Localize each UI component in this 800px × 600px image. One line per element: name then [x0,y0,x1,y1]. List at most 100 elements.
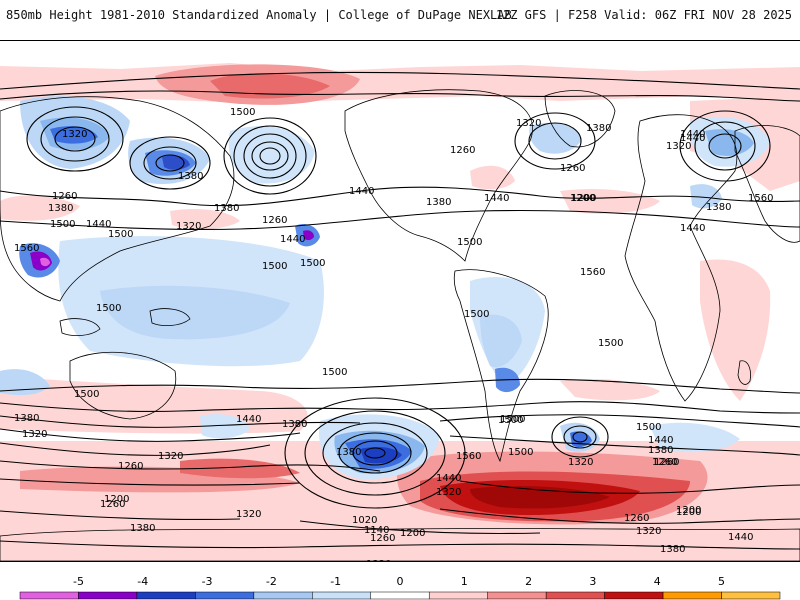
contour-label: 1500 [50,219,75,230]
colorbar-segment [136,591,196,600]
contour-label: 1320 [516,118,541,129]
map-frame: 1500 1320 1380 1260 1440 1320 1500 1380 … [0,40,800,562]
contour-label: 1200 [104,494,129,505]
contour-label: 1380 [178,171,203,182]
contour-label: 1320 [158,451,183,462]
colorbar-tick-label: -5 [73,575,84,588]
contour-label: 1020 [352,515,377,526]
contour-label: 1500 [262,261,287,272]
contour-label: 1560 [456,451,481,462]
antarctica-outline [0,528,800,561]
contour-label: 1440 [648,435,673,446]
contour-label: 1320 [236,509,261,520]
greenland-outline [544,90,616,148]
contour-label: 1500 [96,303,121,314]
colorbar-segment [428,591,488,600]
contour-label: 1200 [400,528,425,539]
contour-label: 1320 [666,141,691,152]
contour-label: 1200 [571,193,596,204]
contour-label: 1320 [22,429,47,440]
contour-label: 1260 [100,499,125,510]
contour-label: 1380 [48,203,73,214]
header: 850mb Height 1981-2010 Standardized Anom… [0,0,800,30]
contour-label: 1500 [508,447,533,458]
colorbar-tick-label: 1 [461,575,468,588]
contour-label: 1320 [62,129,87,140]
colorbar-segment [19,591,79,600]
colorbar-tick-label: 3 [589,575,596,588]
height-contours [0,71,800,550]
contour-label: 1500 [74,389,99,400]
contour-label: 1440 [484,193,509,204]
run-info: 12Z GFS | F258 Valid: 06Z FRI NOV 28 202… [495,8,792,22]
colorbar-tick-label: -2 [266,575,277,588]
contour-labels: 1500 1320 1380 1260 1440 1320 1500 1380 … [14,107,773,561]
colorbar-segment [662,591,722,600]
south-america-outline [453,269,549,463]
contour-label: 1440 [86,219,111,230]
anomaly-map: 1500 1320 1380 1260 1440 1320 1500 1380 … [0,41,800,561]
contour-label: 1260 [370,533,395,544]
contour-label: 1380 [426,197,451,208]
contour-label: 1260 [652,457,677,468]
contour-label: 1500 [500,414,525,425]
colorbar-segment [195,591,255,600]
contour-label: 1500 [598,338,623,349]
contour-label: 1380 [660,544,685,555]
contour-label: 1320 [436,487,461,498]
asia-outline [0,96,235,302]
contour-label: 1440 [280,234,305,245]
contour-label: 1380 [648,445,673,456]
contour-label: 1440 [349,186,374,197]
contour-label: 1500 [108,229,133,240]
negative-anomaly-shading [0,96,770,480]
contour-label: 1380 [586,123,611,134]
contour-label: 1320 [568,457,593,468]
contour-label: 1500 [230,107,255,118]
colorbar-segments [19,591,781,600]
contour-label: 1260 [624,513,649,524]
colorbar-segment [370,591,430,600]
contour-label: 1260 [560,163,585,174]
contour-label: 1380 [14,413,39,424]
colorbar-segment [312,591,372,600]
colorbar-tick-label: 0 [397,575,404,588]
coastlines [0,89,800,561]
new-guinea-outline [149,308,191,327]
colorbar-segment [487,591,547,600]
contour-label: 1500 [464,309,489,320]
contour-label: 1200 [570,193,595,204]
colorbar-tick-label: -1 [330,575,341,588]
contour-label: 1500 [636,422,661,433]
colorbar-segment [78,591,138,600]
contour-label: 1320 [366,559,391,561]
contour-label: 1440 [728,532,753,543]
colorbar-segment [721,591,781,600]
colorbar-ticks: -5 -4 -3 -2 -1 0 1 2 3 4 5 [73,575,725,588]
colorbar-tick-label: 5 [718,575,725,588]
contour-label: 1320 [176,221,201,232]
contour-label: 1380 [282,419,307,430]
contour-label: 1260 [118,461,143,472]
contour-label: 1260 [52,191,77,202]
australia-outline [69,351,177,420]
contour-label: 1440 [680,223,705,234]
colorbar-segment [545,591,605,600]
contour-label: 1440 [680,129,705,140]
asia-east-outline [734,125,800,243]
contour-label: 1320 [636,526,661,537]
contour-label: 1500 [300,258,325,269]
contour-label: 1560 [580,267,605,278]
contour-label: 1200 [676,505,701,516]
colorbar-tick-label: 2 [525,575,532,588]
colorbar-svg: -5 -4 -3 -2 -1 0 1 2 3 4 5 [19,575,781,600]
colorbar-tick-label: 4 [654,575,661,588]
contour-label: 1380 [214,203,239,214]
contour-label: 1260 [450,145,475,156]
contour-label: 1380 [706,202,731,213]
contour-label: 1440 [680,133,705,144]
contour-label: 1560 [748,193,773,204]
contour-label: 1440 [436,473,461,484]
contour-label: 1440 [236,414,261,425]
contour-label: 1560 [14,243,39,254]
